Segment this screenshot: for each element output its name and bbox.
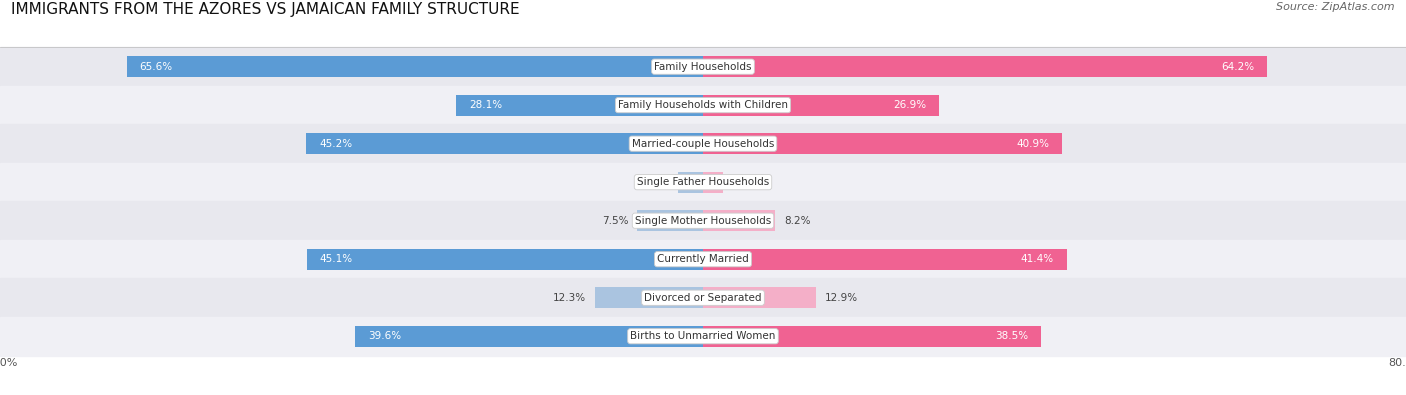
Text: Single Father Households: Single Father Households <box>637 177 769 187</box>
Bar <box>0 163 1406 201</box>
Text: Married-couple Households: Married-couple Households <box>631 139 775 149</box>
Text: 64.2%: 64.2% <box>1220 62 1254 71</box>
Bar <box>0 240 1406 278</box>
Bar <box>703 94 939 116</box>
Bar <box>595 287 703 308</box>
Bar <box>0 47 1406 86</box>
Bar <box>0 86 1406 124</box>
Bar <box>0 201 1406 240</box>
Bar <box>637 210 703 231</box>
Text: Births to Unmarried Women: Births to Unmarried Women <box>630 331 776 341</box>
Text: 45.1%: 45.1% <box>321 254 353 264</box>
Text: 28.1%: 28.1% <box>470 100 502 110</box>
Text: Family Households with Children: Family Households with Children <box>619 100 787 110</box>
Bar <box>0 278 1406 317</box>
Text: 2.8%: 2.8% <box>643 177 669 187</box>
Text: 26.9%: 26.9% <box>893 100 927 110</box>
Bar <box>703 171 723 193</box>
Bar <box>703 210 775 231</box>
Text: 40.9%: 40.9% <box>1017 139 1049 149</box>
Text: 45.2%: 45.2% <box>319 139 352 149</box>
Bar <box>703 325 1042 347</box>
Bar <box>0 124 1406 163</box>
Text: Source: ZipAtlas.com: Source: ZipAtlas.com <box>1277 2 1395 12</box>
Bar <box>456 94 703 116</box>
Text: 7.5%: 7.5% <box>602 216 628 226</box>
Text: 41.4%: 41.4% <box>1021 254 1053 264</box>
Bar <box>703 248 1067 270</box>
Text: Family Households: Family Households <box>654 62 752 71</box>
Bar <box>127 56 703 77</box>
Text: IMMIGRANTS FROM THE AZORES VS JAMAICAN FAMILY STRUCTURE: IMMIGRANTS FROM THE AZORES VS JAMAICAN F… <box>11 2 520 17</box>
Bar <box>703 133 1063 154</box>
Text: 39.6%: 39.6% <box>368 331 401 341</box>
Text: Currently Married: Currently Married <box>657 254 749 264</box>
Text: Single Mother Households: Single Mother Households <box>636 216 770 226</box>
Text: 38.5%: 38.5% <box>995 331 1028 341</box>
Bar <box>703 56 1267 77</box>
Text: 65.6%: 65.6% <box>139 62 173 71</box>
Text: 12.9%: 12.9% <box>825 293 858 303</box>
Bar <box>703 287 817 308</box>
Bar <box>678 171 703 193</box>
Bar <box>307 133 703 154</box>
Text: Divorced or Separated: Divorced or Separated <box>644 293 762 303</box>
Text: 2.3%: 2.3% <box>733 177 758 187</box>
Bar <box>0 317 1406 356</box>
Bar <box>307 248 703 270</box>
Text: 8.2%: 8.2% <box>785 216 810 226</box>
Text: 12.3%: 12.3% <box>553 293 586 303</box>
Bar <box>354 325 703 347</box>
